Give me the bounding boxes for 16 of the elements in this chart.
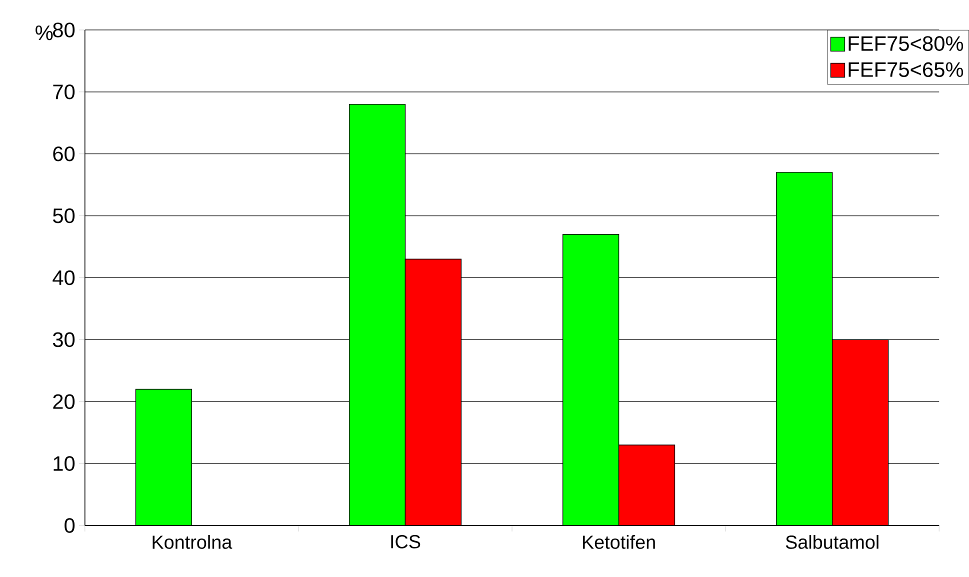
x-tick-label: Salbutamol [786, 534, 878, 549]
y-tick-label: 20 [53, 394, 75, 409]
y-tick-label: 50 [53, 208, 75, 223]
x-tick-label: Kontrolna [152, 534, 232, 549]
y-tick-label: 70 [53, 84, 75, 100]
legend-label: FEF75<80% [848, 36, 964, 51]
y-tick-label: 0 [64, 518, 75, 533]
y-tick-label: 40 [52, 270, 75, 285]
x-tick-label: Ketotifen [583, 534, 655, 549]
y-tick-label: 80 [53, 22, 75, 38]
y-tick-label: 60 [53, 146, 75, 162]
y-tick-label: 10 [54, 456, 75, 471]
y-axis-title: % [36, 25, 53, 40]
x-tick-label: ICS [391, 534, 420, 548]
y-tick-label: 30 [52, 332, 75, 347]
legend-label: FEF75<65% [848, 62, 964, 77]
